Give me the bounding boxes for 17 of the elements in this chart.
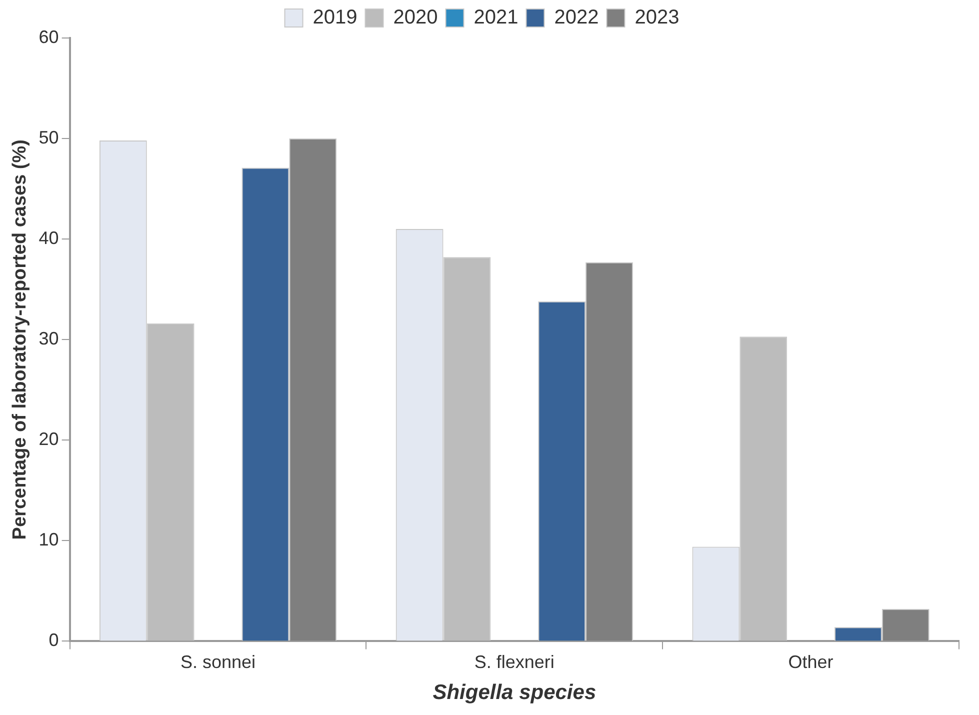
y-tick-label: 10 bbox=[38, 530, 59, 550]
legend-label: 2021 bbox=[474, 6, 518, 29]
y-tick-label: 20 bbox=[38, 429, 59, 450]
legend-label: 2019 bbox=[312, 6, 358, 29]
x-tick-label: S. flexneri bbox=[474, 652, 554, 672]
y-tick-label: 0 bbox=[48, 630, 59, 650]
y-tick-label: 40 bbox=[38, 228, 59, 248]
y-tick-label: 50 bbox=[38, 128, 59, 148]
x-tick-label: Other bbox=[788, 652, 834, 672]
y-tick-label: 30 bbox=[38, 328, 59, 349]
legend-label: 2023 bbox=[634, 6, 680, 29]
x-axis-title: Shigella species bbox=[432, 681, 596, 704]
y-tick-label: 60 bbox=[38, 26, 59, 47]
legend-label: 2020 bbox=[393, 6, 438, 29]
x-tick-label: S. sonnei bbox=[180, 652, 256, 672]
legend-label: 2022 bbox=[554, 6, 599, 29]
y-axis-title: Percentage of laboratory-reported cases (%) bbox=[10, 140, 31, 540]
